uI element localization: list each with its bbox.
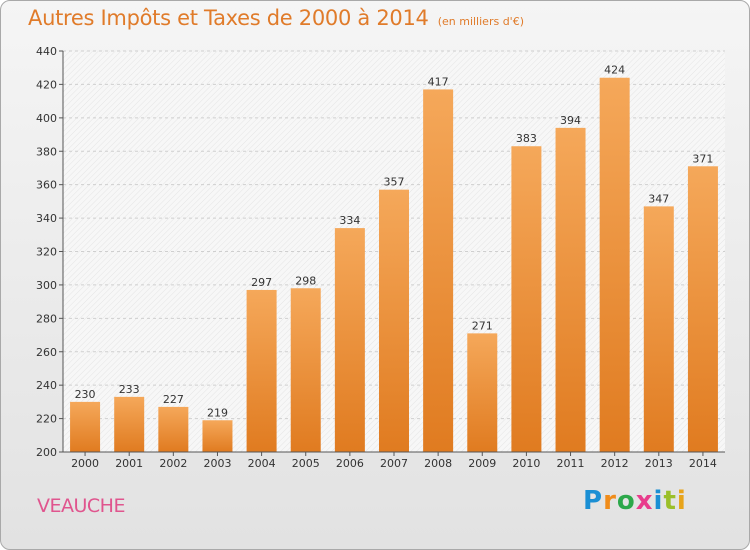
data-label-2014: 371 [692,152,713,165]
x-tick-label-2002: 2002 [159,457,187,470]
bar-2007 [379,189,409,452]
y-tick-label: 380 [36,145,57,158]
bar-2003 [202,420,233,452]
logo-letter: i [676,486,687,516]
proxiti-logo: Proxiti [583,486,687,516]
x-tick-label-2001: 2001 [115,457,143,470]
y-tick-label: 340 [36,212,57,225]
x-tick-label-2000: 2000 [71,457,99,470]
logo-letter: x [635,486,654,516]
data-label-2003: 219 [207,406,228,419]
bar-2012 [599,77,630,452]
y-tick-label: 420 [36,78,57,91]
chart-unit-label: (en milliers d'€) [437,15,524,28]
x-tick-label-2013: 2013 [645,457,673,470]
bar-2013 [643,206,674,452]
x-tick-label-2008: 2008 [424,457,452,470]
logo-letter: P [583,486,604,516]
y-tick-label: 240 [36,379,57,392]
logo-letter: t [663,486,677,516]
data-label-2011: 394 [560,114,581,127]
y-tick-label: 400 [36,112,57,125]
x-tick-label-2010: 2010 [512,457,540,470]
data-label-2001: 233 [119,383,140,396]
logo-letter: r [603,486,617,516]
x-tick-label-2009: 2009 [468,457,496,470]
bar-2008 [423,89,454,452]
bar-2011 [555,127,586,452]
logo-letter: o [616,486,636,516]
y-tick-label: 440 [36,45,57,58]
x-tick-label-2012: 2012 [601,457,629,470]
data-label-2004: 297 [251,276,272,289]
x-tick-label-2006: 2006 [336,457,364,470]
bar-2004 [246,289,277,452]
y-tick-label: 220 [36,413,57,426]
chart-title-text: Autres Impôts et Taxes de 2000 à 2014 [28,6,429,30]
y-tick-label: 360 [36,179,57,192]
logo-letter: i [653,486,664,516]
data-label-2002: 227 [163,393,184,406]
y-tick-label: 300 [36,279,57,292]
data-label-2006: 334 [339,214,360,227]
data-label-2012: 424 [604,64,625,77]
chart-title: Autres Impôts et Taxes de 2000 à 2014 (e… [28,6,524,30]
x-tick-label-2004: 2004 [248,457,276,470]
x-tick-label-2007: 2007 [380,457,408,470]
data-label-2009: 271 [472,319,493,332]
bar-2010 [511,146,542,453]
data-label-2008: 417 [428,75,449,88]
bar-2014 [687,166,718,452]
bar-2002 [158,406,189,452]
bar-2000 [70,401,101,452]
x-tick-label-2011: 2011 [557,457,585,470]
y-tick-label: 280 [36,312,57,325]
y-tick-label: 200 [36,446,57,459]
bar-2001 [114,396,145,452]
x-tick-label-2003: 2003 [203,457,231,470]
bar-2009 [467,333,498,452]
y-tick-label: 260 [36,346,57,359]
data-label-2005: 298 [295,274,316,287]
data-label-2000: 230 [75,388,96,401]
data-label-2010: 383 [516,132,537,145]
x-tick-label-2014: 2014 [689,457,717,470]
data-label-2013: 347 [648,192,669,205]
x-tick-label-2005: 2005 [292,457,320,470]
data-label-2007: 357 [384,176,405,189]
bar-2005 [290,288,321,452]
commune-name: VEAUCHE [37,495,125,517]
bar-2006 [334,228,365,452]
y-tick-label: 320 [36,246,57,259]
